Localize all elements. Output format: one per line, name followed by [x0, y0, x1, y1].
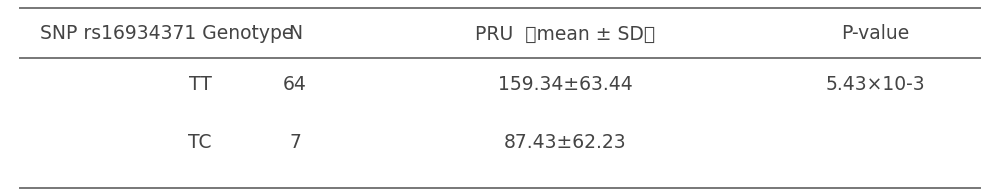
Text: TC: TC — [188, 133, 212, 152]
Text: P-value: P-value — [841, 24, 909, 43]
Text: 7: 7 — [289, 133, 301, 152]
Text: 159.34±63.44: 159.34±63.44 — [498, 75, 632, 94]
Text: PRU  （mean ± SD）: PRU （mean ± SD） — [475, 24, 655, 43]
Text: 87.43±62.23: 87.43±62.23 — [504, 133, 626, 152]
Text: 5.43×10-3: 5.43×10-3 — [825, 75, 925, 94]
Text: 64: 64 — [283, 75, 307, 94]
Text: TT: TT — [189, 75, 211, 94]
Text: N: N — [288, 24, 302, 43]
Text: SNP rs16934371 Genotype: SNP rs16934371 Genotype — [40, 24, 293, 43]
